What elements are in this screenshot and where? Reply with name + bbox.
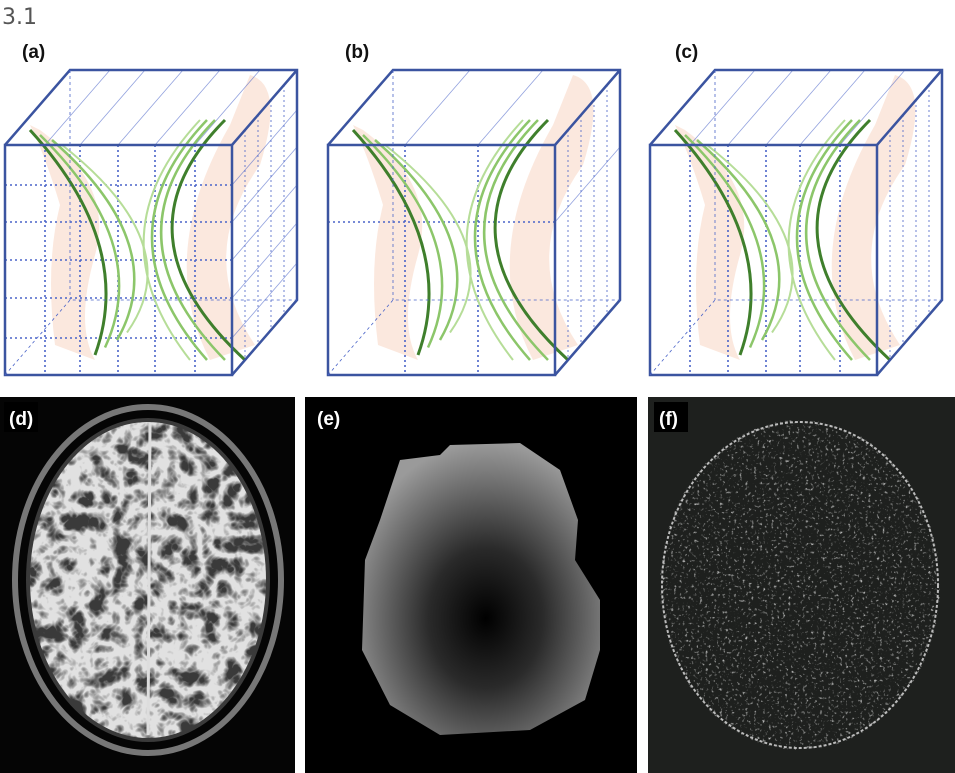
figure-number: 3.1 xyxy=(2,5,37,30)
fiber-volume xyxy=(510,75,594,360)
panel-label: (d) xyxy=(9,409,33,430)
panel-label: (e) xyxy=(317,409,340,430)
figure: 3.1 (a) (b) (c) (d) (e) (f) xyxy=(0,0,955,773)
fiber-volume xyxy=(832,75,916,360)
grid-line xyxy=(232,185,297,260)
grid-line xyxy=(690,70,755,145)
mask xyxy=(362,443,600,735)
grid-line xyxy=(728,70,793,145)
grid-line xyxy=(766,70,831,145)
grid-line xyxy=(45,70,110,145)
grid-line xyxy=(232,223,297,298)
panel-label: (c) xyxy=(675,42,698,63)
panel-label: (f) xyxy=(659,409,678,430)
grid-line xyxy=(80,70,145,145)
grid-line xyxy=(405,70,470,145)
panel-label: (b) xyxy=(345,42,369,63)
panel-label: (a) xyxy=(22,42,45,63)
grid-line xyxy=(232,263,297,338)
midline xyxy=(148,425,150,735)
fiber-volume xyxy=(187,75,271,360)
grid-line xyxy=(118,70,183,145)
